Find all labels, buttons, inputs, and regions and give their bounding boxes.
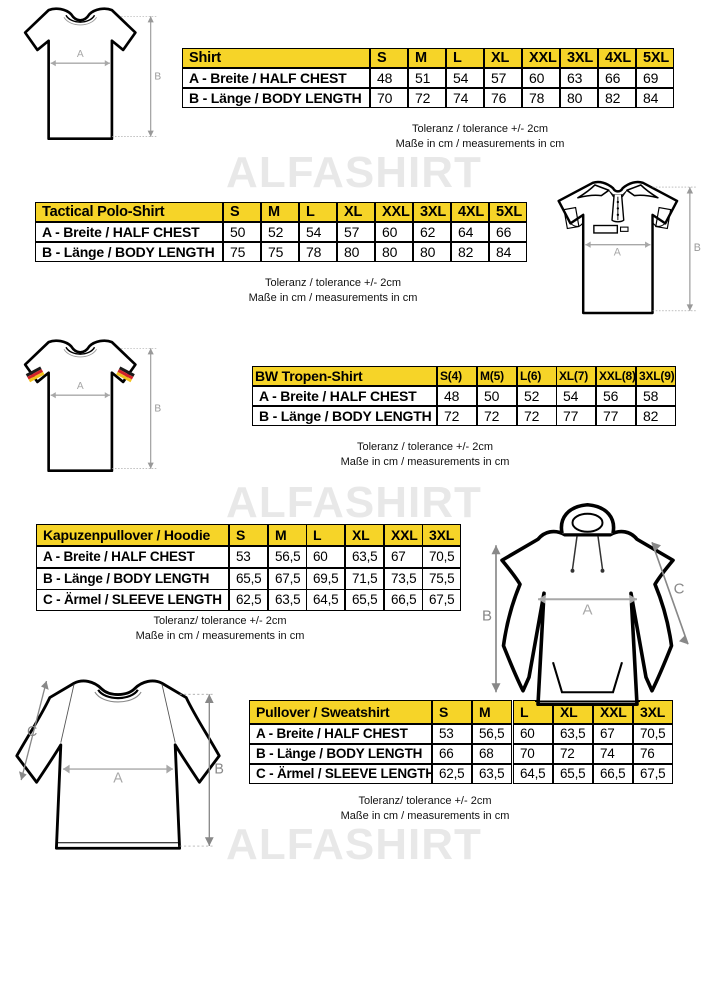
svg-text:A: A: [113, 770, 123, 786]
svg-text:B: B: [214, 761, 224, 777]
svg-text:A: A: [77, 381, 84, 392]
svg-text:A: A: [77, 49, 84, 60]
svg-text:B: B: [154, 404, 161, 415]
svg-text:C: C: [674, 580, 685, 597]
svg-text:B: B: [154, 72, 161, 83]
svg-text:A: A: [582, 601, 592, 618]
svg-text:C: C: [27, 724, 37, 740]
svg-text:B: B: [482, 607, 492, 624]
svg-text:A: A: [614, 246, 622, 258]
svg-text:B: B: [694, 242, 701, 254]
